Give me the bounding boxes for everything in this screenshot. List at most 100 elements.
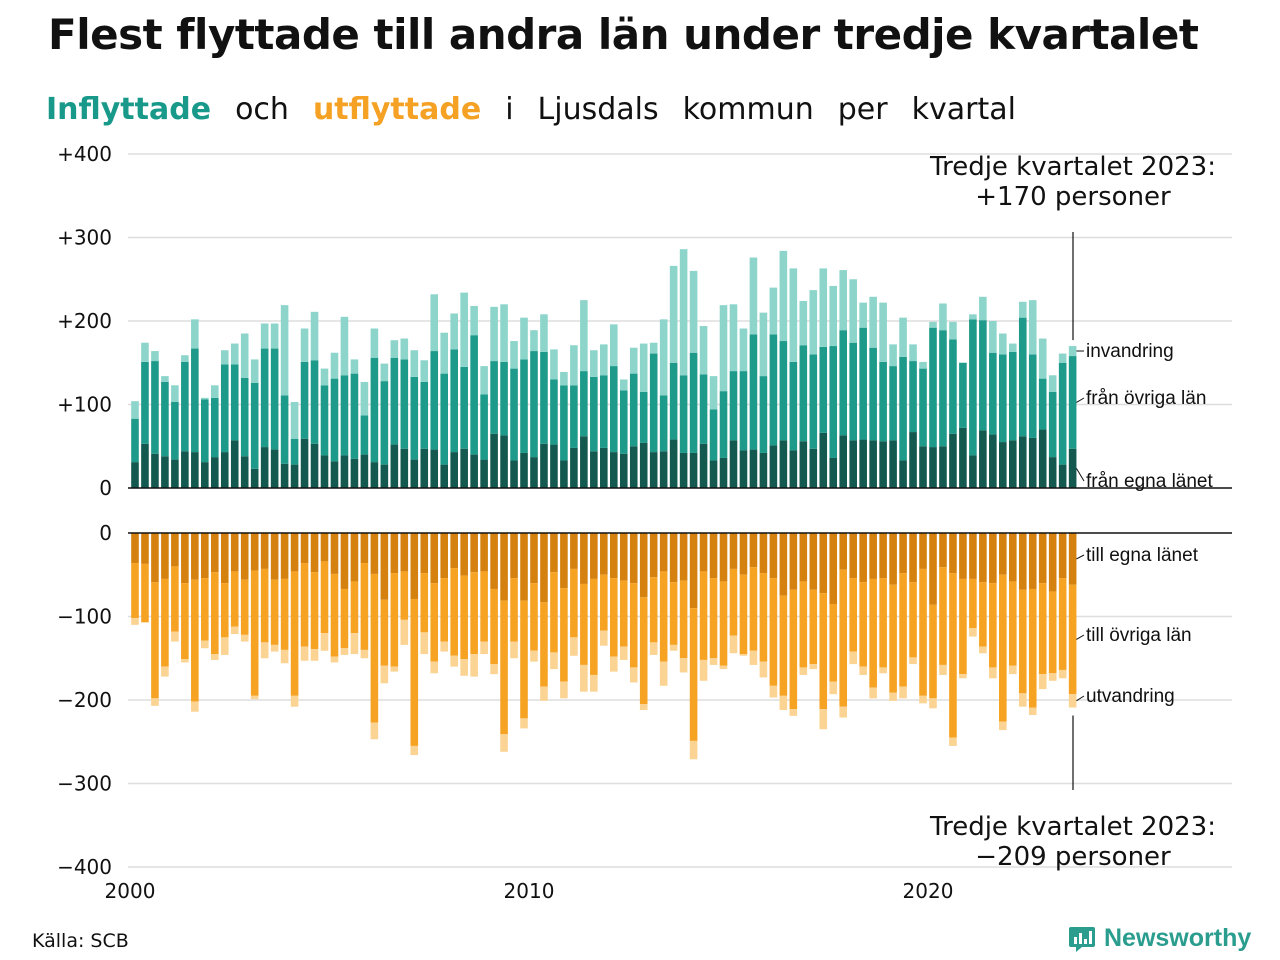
bar-to-other-counties (869, 578, 877, 688)
bar-from-other-counties (420, 381, 429, 449)
bar-from-other-counties (809, 354, 818, 449)
bar-from-other-counties (959, 362, 967, 428)
bar-from-own-county (171, 459, 179, 488)
bar-immigration (749, 257, 758, 335)
bar-to-own-county (151, 533, 159, 583)
bar-from-other-counties (290, 438, 299, 465)
bar-to-own-county (550, 533, 558, 573)
y-tick-lower: 0 (99, 521, 112, 545)
bar-to-own-county (939, 533, 947, 568)
bar-from-other-counties (829, 346, 838, 458)
bar-from-own-county (470, 454, 478, 488)
bar-to-own-county (131, 533, 139, 564)
bar-emigration (799, 667, 808, 675)
subtitle-word-ljusdals: Ljusdals (537, 92, 659, 127)
bar-to-other-counties (590, 578, 598, 675)
bar-to-other-counties (919, 568, 927, 696)
bar-from-own-county (320, 455, 329, 488)
bar-immigration (280, 305, 289, 396)
bar-to-other-counties (639, 597, 648, 705)
bar-from-own-county (839, 435, 848, 488)
bar-to-other-counties (749, 567, 758, 651)
bar-to-own-county (869, 533, 877, 579)
bar-immigration (240, 333, 249, 378)
bar-emigration (440, 641, 449, 652)
bar-emigration (709, 658, 718, 665)
bar-to-other-counties (370, 573, 379, 723)
bar-from-own-county (829, 457, 838, 488)
bar-from-other-counties (181, 361, 189, 452)
bar-to-other-counties (330, 573, 339, 657)
bar-emigration (939, 664, 947, 675)
bar-from-own-county (879, 441, 887, 488)
bar-from-other-counties (480, 394, 488, 460)
bar-immigration (220, 350, 229, 365)
bar-from-other-counties (450, 349, 458, 453)
bar-from-own-county (1028, 437, 1037, 488)
bar-to-own-county (440, 533, 449, 579)
bar-to-own-county (161, 533, 169, 579)
bar-from-other-counties (600, 375, 608, 448)
bar-emigration (989, 667, 997, 679)
bar-from-other-counties (889, 366, 897, 441)
bar-immigration (629, 347, 638, 374)
bar-from-other-counties (769, 334, 778, 446)
bar-from-other-counties (210, 397, 219, 458)
bar-emigration (181, 659, 189, 663)
bar-to-other-counties (230, 571, 239, 627)
bar-immigration (410, 350, 419, 377)
bar-to-own-county (560, 533, 568, 589)
bar-to-other-counties (270, 579, 279, 645)
bar-to-own-county (1058, 533, 1067, 579)
bar-to-other-counties (410, 598, 419, 746)
bar-to-own-county (609, 533, 618, 579)
bar-immigration (420, 360, 429, 382)
bar-immigration (989, 321, 997, 353)
bar-to-other-counties (530, 583, 538, 651)
bar-from-own-county (540, 443, 548, 488)
bar-immigration (460, 292, 468, 367)
bar-from-other-counties (540, 351, 548, 444)
bar-from-own-county (969, 455, 977, 488)
bar-from-other-counties (629, 373, 638, 447)
bar-emigration (500, 734, 508, 752)
bar-immigration (131, 401, 139, 419)
bar-immigration (869, 296, 877, 348)
subtitle-och: och (235, 92, 289, 127)
bar-emigration (749, 650, 758, 665)
bar-emigration (619, 646, 628, 660)
bar-from-own-county (360, 454, 369, 488)
bar-emigration (470, 654, 478, 677)
bar-from-other-counties (719, 391, 728, 458)
bar-immigration (729, 304, 738, 372)
bar-from-other-counties (360, 415, 369, 455)
bar-immigration (590, 350, 598, 377)
bar-from-own-county (609, 452, 618, 489)
bar-emigration (530, 650, 538, 662)
bar-from-own-county (600, 447, 608, 488)
bar-immigration (719, 305, 728, 392)
source-note: Källa: SCB (32, 930, 129, 952)
bar-from-own-county (669, 439, 678, 488)
bar-immigration (380, 363, 389, 382)
bar-immigration (191, 319, 199, 349)
bar-to-own-county (719, 533, 728, 582)
bar-from-other-counties (151, 361, 159, 454)
bar-to-own-county (370, 533, 379, 574)
annotation-lower-line: −209 personer (975, 842, 1171, 872)
bar-from-other-counties (520, 359, 528, 453)
bar-from-own-county (939, 446, 947, 488)
bar-from-other-counties (400, 359, 409, 449)
bar-from-other-counties (679, 375, 688, 453)
subtitle-utflyttade: utflyttade (312, 92, 482, 127)
bar-from-other-counties (500, 361, 508, 436)
bar-to-other-counties (799, 581, 808, 668)
bar-to-own-county (360, 533, 369, 564)
bar-immigration (899, 317, 907, 357)
y-tick-upper: +400 (57, 142, 112, 166)
bar-from-other-counties (909, 361, 917, 433)
bar-from-own-county (520, 452, 528, 488)
bar-immigration (530, 330, 538, 352)
bar-to-other-counties (729, 568, 738, 636)
bar-from-other-counties (1068, 356, 1077, 449)
